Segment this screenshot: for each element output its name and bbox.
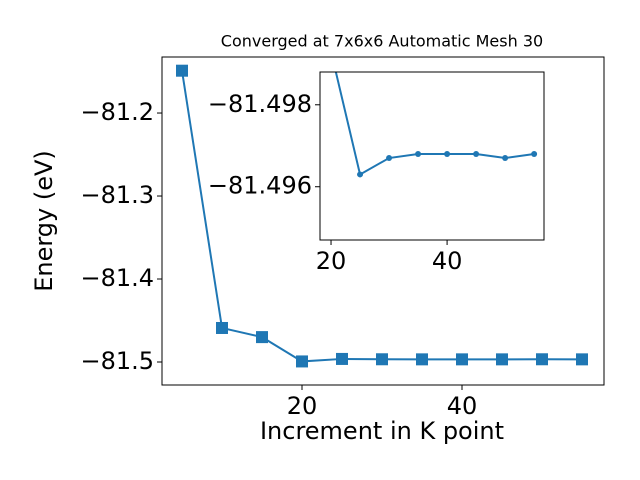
data-marker xyxy=(444,150,451,157)
data-marker xyxy=(502,155,509,162)
data-marker xyxy=(357,171,364,178)
data-marker xyxy=(216,321,228,334)
plot-area xyxy=(320,72,544,240)
data-marker xyxy=(456,353,468,366)
y-axis-label: Energy (eV) xyxy=(30,150,58,292)
y-tick-label: −81.2 xyxy=(80,98,154,126)
data-marker xyxy=(416,353,428,366)
data-marker xyxy=(386,155,393,162)
x-tick-label: 20 xyxy=(287,392,318,420)
data-marker xyxy=(415,150,422,157)
axes-frame xyxy=(161,56,605,386)
y-tick-label: −81.5 xyxy=(80,347,154,375)
y-tick-label: −81.498 xyxy=(208,90,312,118)
data-marker xyxy=(376,353,388,366)
y-tick-label: −81.3 xyxy=(80,181,154,209)
data-marker xyxy=(176,64,188,77)
x-tick-label: 40 xyxy=(447,392,478,420)
data-marker xyxy=(531,150,538,157)
x-axis-label: Increment in K point xyxy=(260,417,504,445)
data-marker xyxy=(536,353,548,366)
data-marker xyxy=(496,353,508,366)
data-line xyxy=(334,72,535,176)
data-marker xyxy=(336,352,348,365)
chart-title: Converged at 7x6x6 Automatic Mesh 30 xyxy=(221,32,543,51)
data-marker xyxy=(256,331,268,344)
data-marker xyxy=(576,353,588,366)
data-marker xyxy=(473,150,480,157)
data-marker xyxy=(296,355,308,368)
x-tick-label: 20 xyxy=(316,247,347,275)
x-tick-label: 40 xyxy=(432,247,463,275)
y-tick-label: −81.496 xyxy=(208,172,312,200)
y-tick-label: −81.4 xyxy=(80,264,154,292)
axes-frame xyxy=(319,71,545,241)
